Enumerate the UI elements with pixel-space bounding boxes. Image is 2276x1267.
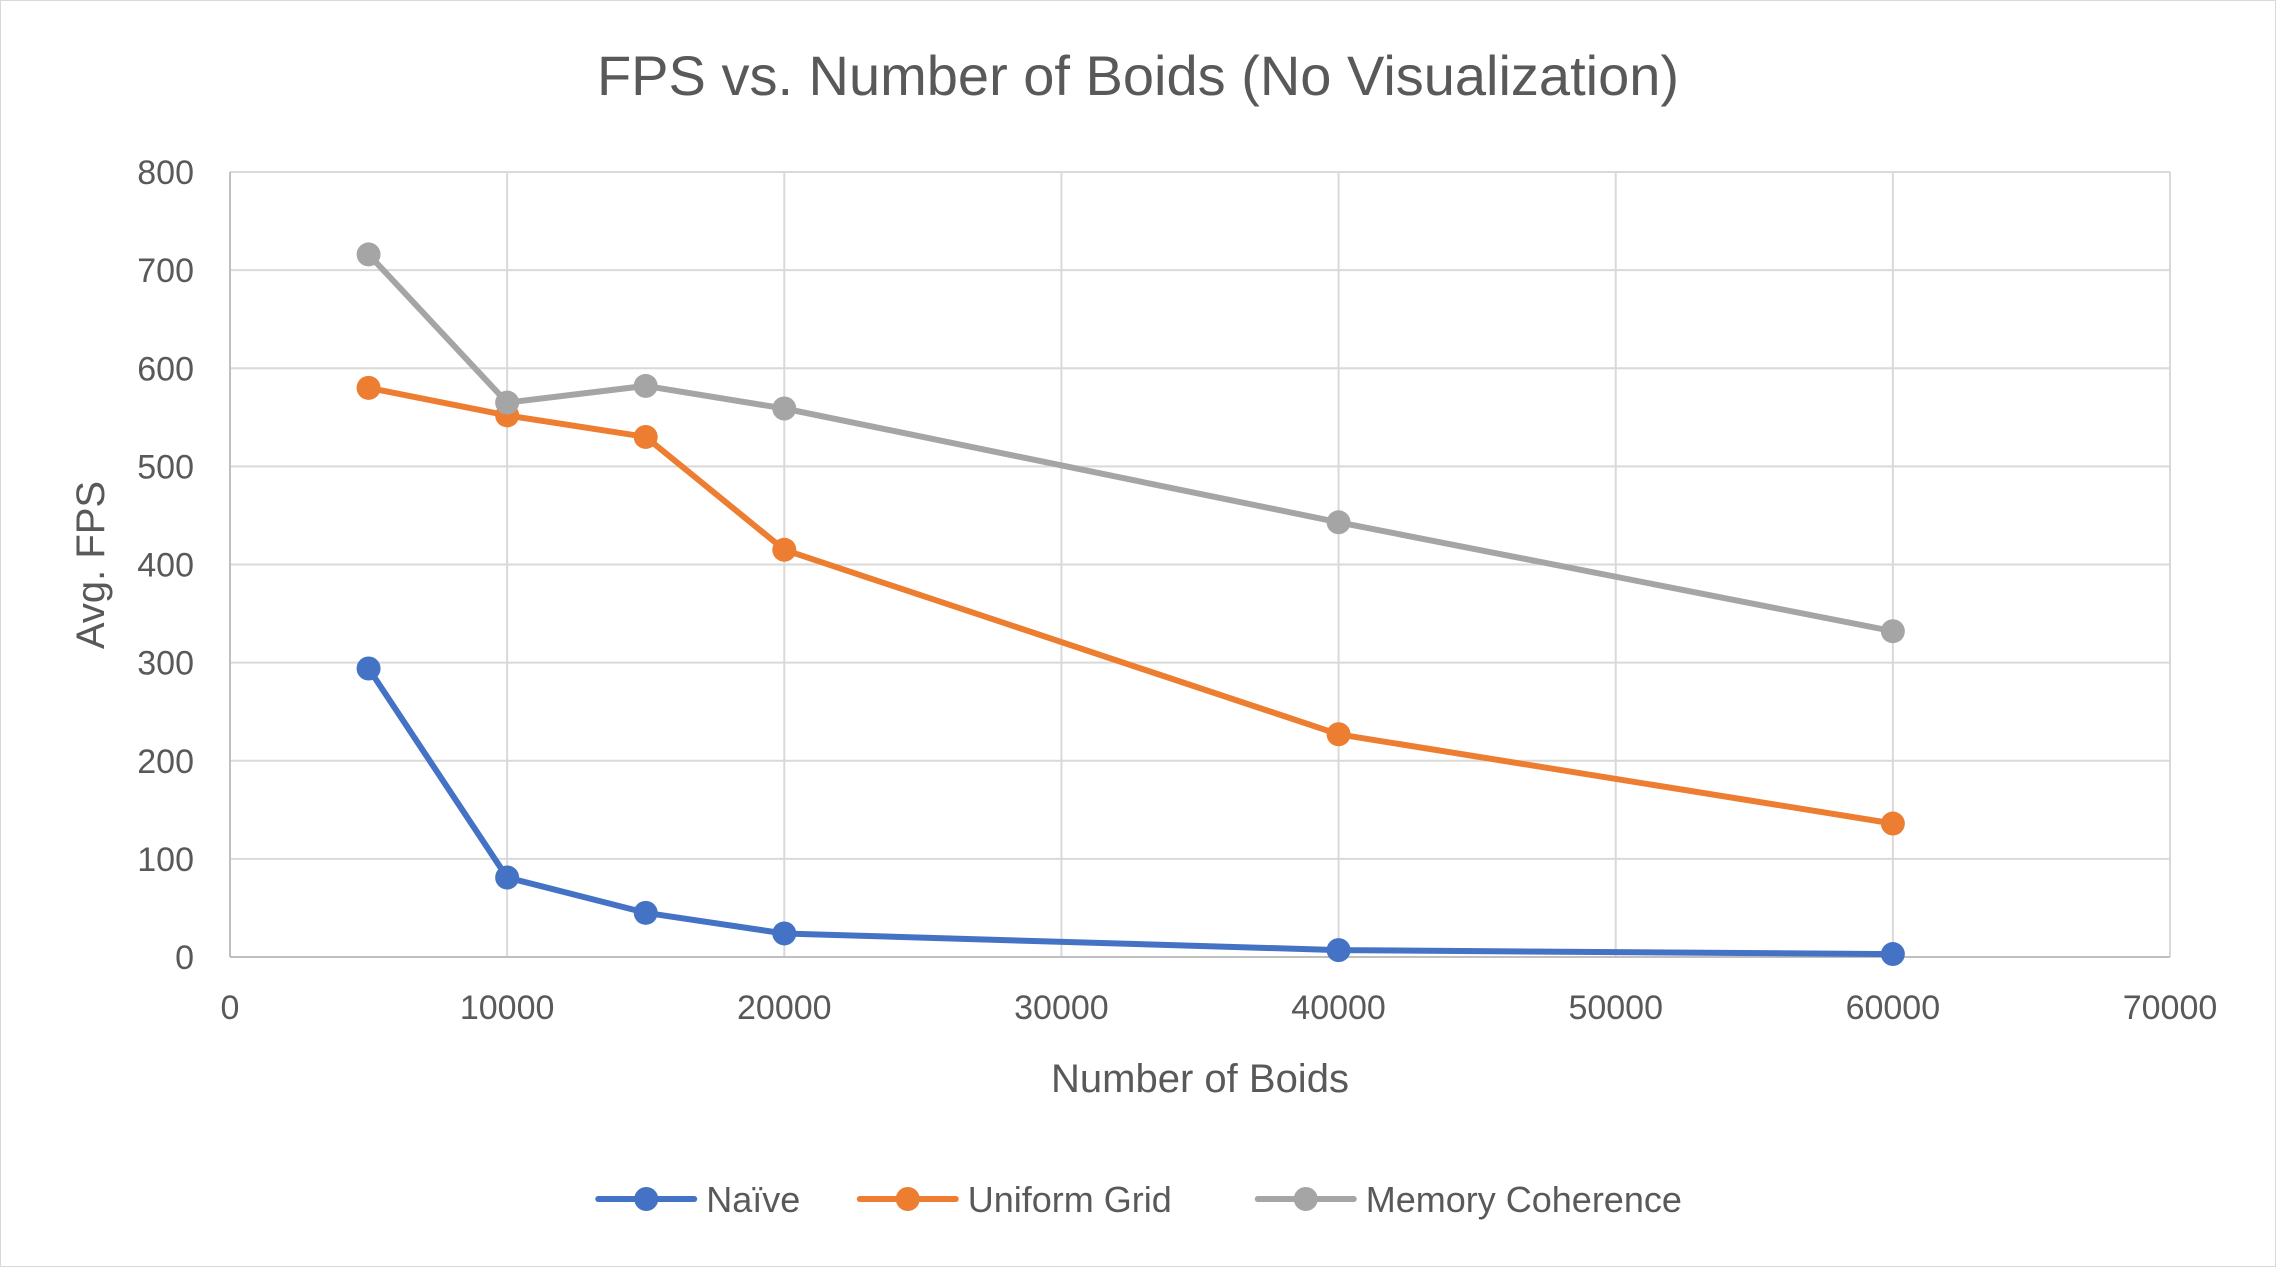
legend-label: Naïve [706,1179,800,1220]
x-tick-label: 10000 [460,989,555,1027]
series-na-ve [356,656,1905,967]
y-tick-label: 0 [175,939,194,977]
x-axis-title: Number of Boids [1051,1057,1349,1101]
y-tick-label: 700 [137,252,194,290]
x-tick-label: 60000 [1846,989,1941,1027]
data-point [1326,722,1351,747]
gridlines [230,171,2171,957]
x-tick-label: 0 [221,989,240,1027]
legend-swatch-marker [1293,1187,1318,1211]
series-line [365,251,1896,635]
legend-item: Memory Coherence [1254,1179,1682,1220]
x-tick-label: 50000 [1568,989,1663,1027]
legend-swatch-marker [634,1187,659,1211]
axes [229,172,2170,958]
tick-labels: 0 100 200 300 400 500 600 700 800 0 10000 20000 3000… [137,154,2217,1027]
legend-label: Uniform Grid [968,1179,1172,1220]
data-point [772,537,797,562]
data-point [633,900,658,925]
data-point [1880,942,1905,967]
legend-item: Naïve [595,1179,800,1220]
legend-label: Memory Coherence [1366,1179,1682,1220]
data-point [356,656,381,681]
y-tick-label: 600 [137,350,194,388]
data-point [1880,811,1905,836]
data-point [356,242,381,267]
series-line [365,384,1896,827]
x-tick-label: 70000 [2123,989,2218,1027]
data-point [1326,510,1351,535]
data-point [633,373,658,398]
y-tick-label: 800 [137,154,194,192]
data-point [772,396,797,421]
x-tick-label: 40000 [1291,989,1386,1027]
legend-item: Uniform Grid [856,1179,1172,1220]
x-tick-label: 20000 [737,989,832,1027]
series-uniform-grid [356,375,1905,836]
plot-series [356,242,1905,967]
data-point [1326,938,1351,963]
data-point [633,424,658,449]
data-point [772,921,797,946]
chart-title: FPS vs. Number of Boids (No Visualizatio… [597,44,1679,107]
series-line [365,665,1896,958]
y-axis-title: Avg. FPS [69,481,113,649]
x-tick-label: 30000 [1014,989,1109,1027]
data-point [495,865,520,890]
legend-swatch-marker [895,1187,920,1211]
y-tick-label: 100 [137,841,194,879]
y-tick-label: 200 [137,743,194,781]
data-point [356,375,381,400]
y-tick-label: 400 [137,547,194,585]
data-point [1880,619,1905,644]
legend: Naïve Uniform Grid Memory Coherence [595,1179,1682,1220]
data-point [495,390,520,415]
series-memory-coherence [356,242,1905,644]
y-tick-label: 300 [137,645,194,683]
y-tick-label: 500 [137,448,194,486]
